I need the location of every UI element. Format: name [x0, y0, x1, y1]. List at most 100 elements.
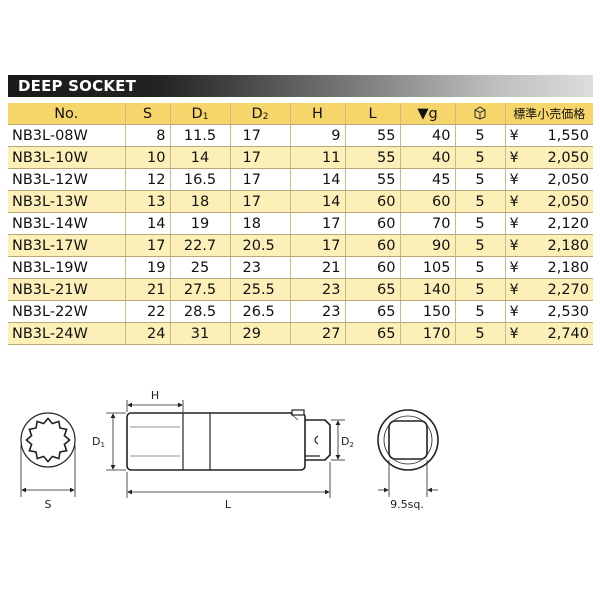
table-cell: ¥ — [504, 300, 525, 323]
square-drive — [388, 420, 428, 460]
drive-end-outer — [377, 409, 439, 471]
table-cell: 23 — [289, 278, 345, 301]
table-cell: 5 — [454, 234, 505, 257]
table-cell: 5 — [454, 146, 505, 169]
table-cell: 23 — [289, 300, 345, 323]
table-cell: 17 — [229, 190, 290, 213]
header-cell: No. — [8, 103, 125, 125]
title-bar: DEEP SOCKET — [8, 75, 593, 97]
table-cell: 25 — [169, 256, 230, 279]
table-cell: 17 — [229, 168, 290, 191]
table-cell: 8 — [124, 124, 170, 147]
table-cell: NB3L-12W — [8, 168, 125, 191]
table-cell: 140 — [399, 278, 455, 301]
table-row: NB3L-17W 17 22.7 20.5 17 60 90 5 ¥2,180 — [8, 234, 594, 257]
table-cell: 2,530 — [525, 300, 594, 323]
dim-h: H — [151, 389, 159, 402]
header-text: D — [251, 105, 263, 122]
dim-l: L — [225, 498, 232, 511]
table-cell: 22 — [124, 300, 170, 323]
box-icon — [474, 105, 486, 120]
table-cell: 40 — [399, 124, 455, 147]
table-cell: 26.5 — [229, 300, 290, 323]
table-cell: ¥ — [504, 256, 525, 279]
header-cell — [454, 103, 505, 125]
table-cell: 2,740 — [525, 322, 594, 345]
table-cell: ¥ — [504, 212, 525, 235]
table-cell: 5 — [454, 124, 505, 147]
header-text: D — [191, 105, 203, 122]
header-cell: S — [124, 103, 170, 125]
table-row: NB3L-22W 22 28.5 26.5 23 65 150 5 ¥2,530 — [8, 300, 594, 323]
table-row: NB3L-21W 21 27.5 25.5 23 65 140 5 ¥2,270 — [8, 278, 594, 301]
table-cell: NB3L-13W — [8, 190, 125, 213]
table-cell: NB3L-08W — [8, 124, 125, 147]
header-cell: D2 — [229, 103, 290, 125]
table-cell: 17 — [289, 234, 345, 257]
header-cell: H — [289, 103, 345, 125]
title: DEEP SOCKET — [18, 77, 137, 95]
table-cell: 150 — [399, 300, 455, 323]
table-cell: ¥ — [504, 168, 525, 191]
socket-body — [126, 412, 306, 471]
table-cell: 2,050 — [525, 146, 594, 169]
table-cell: 22.7 — [169, 234, 230, 257]
table-cell: 70 — [399, 212, 455, 235]
table-cell: ¥ — [504, 278, 525, 301]
table-cell: 18 — [229, 212, 290, 235]
table-cell: ¥ — [504, 322, 525, 345]
table-cell: NB3L-14W — [8, 212, 125, 235]
table-cell: 20.5 — [229, 234, 290, 257]
header-cell: ▼g — [399, 103, 455, 125]
table-cell: 90 — [399, 234, 455, 257]
table-cell: 5 — [454, 300, 505, 323]
table-cell: 2,050 — [525, 168, 594, 191]
header-cell: 標準小売価格 — [504, 103, 594, 125]
table-cell: 2,270 — [525, 278, 594, 301]
table-cell: 60 — [399, 190, 455, 213]
header-sub: 1 — [202, 111, 209, 122]
table-cell: 31 — [169, 322, 230, 345]
table-cell: 27.5 — [169, 278, 230, 301]
table-cell: 29 — [229, 322, 290, 345]
table-cell: 60 — [344, 212, 400, 235]
table-cell: 60 — [344, 256, 400, 279]
table-cell: NB3L-17W — [8, 234, 125, 257]
table-cell: 19 — [169, 212, 230, 235]
table-cell: ¥ — [504, 234, 525, 257]
table-cell: 55 — [344, 146, 400, 169]
table-cell: 14 — [289, 168, 345, 191]
table-cell: NB3L-24W — [8, 322, 125, 345]
table-cell: ¥ — [504, 146, 525, 169]
table-cell: 2,180 — [525, 256, 594, 279]
table-cell: 17 — [229, 146, 290, 169]
table-cell: 2,120 — [525, 212, 594, 235]
end-view-outer — [20, 412, 76, 468]
table-cell: 28.5 — [169, 300, 230, 323]
table-cell: 5 — [454, 212, 505, 235]
table-cell: 14 — [124, 212, 170, 235]
table-cell: 19 — [124, 256, 170, 279]
table-cell: 18 — [169, 190, 230, 213]
table-cell: 5 — [454, 322, 505, 345]
table-cell: 10 — [124, 146, 170, 169]
table-cell: 23 — [229, 256, 290, 279]
table-cell: 55 — [344, 124, 400, 147]
table-cell: 55 — [344, 168, 400, 191]
table-cell: 1,550 — [525, 124, 594, 147]
table-cell: 5 — [454, 190, 505, 213]
table-cell: 21 — [124, 278, 170, 301]
table-cell: 9 — [289, 124, 345, 147]
table-row: NB3L-08W 8 11.5 17 9 55 40 5 ¥1,550 — [8, 124, 594, 147]
table-row: NB3L-12W 12 16.5 17 14 55 45 5 ¥2,050 — [8, 168, 594, 191]
dim-d2: D2 — [341, 435, 354, 449]
table-row: NB3L-19W 19 25 23 21 60 105 5 ¥2,180 — [8, 256, 594, 279]
twelve-point-opening — [25, 417, 71, 463]
table-cell: 5 — [454, 278, 505, 301]
table-cell: NB3L-19W — [8, 256, 125, 279]
table-cell: 11 — [289, 146, 345, 169]
table-cell: 25.5 — [229, 278, 290, 301]
table-cell: 65 — [344, 322, 400, 345]
header-row: No. S D1 D2 H L ▼g 標準小売価格 — [8, 103, 594, 125]
